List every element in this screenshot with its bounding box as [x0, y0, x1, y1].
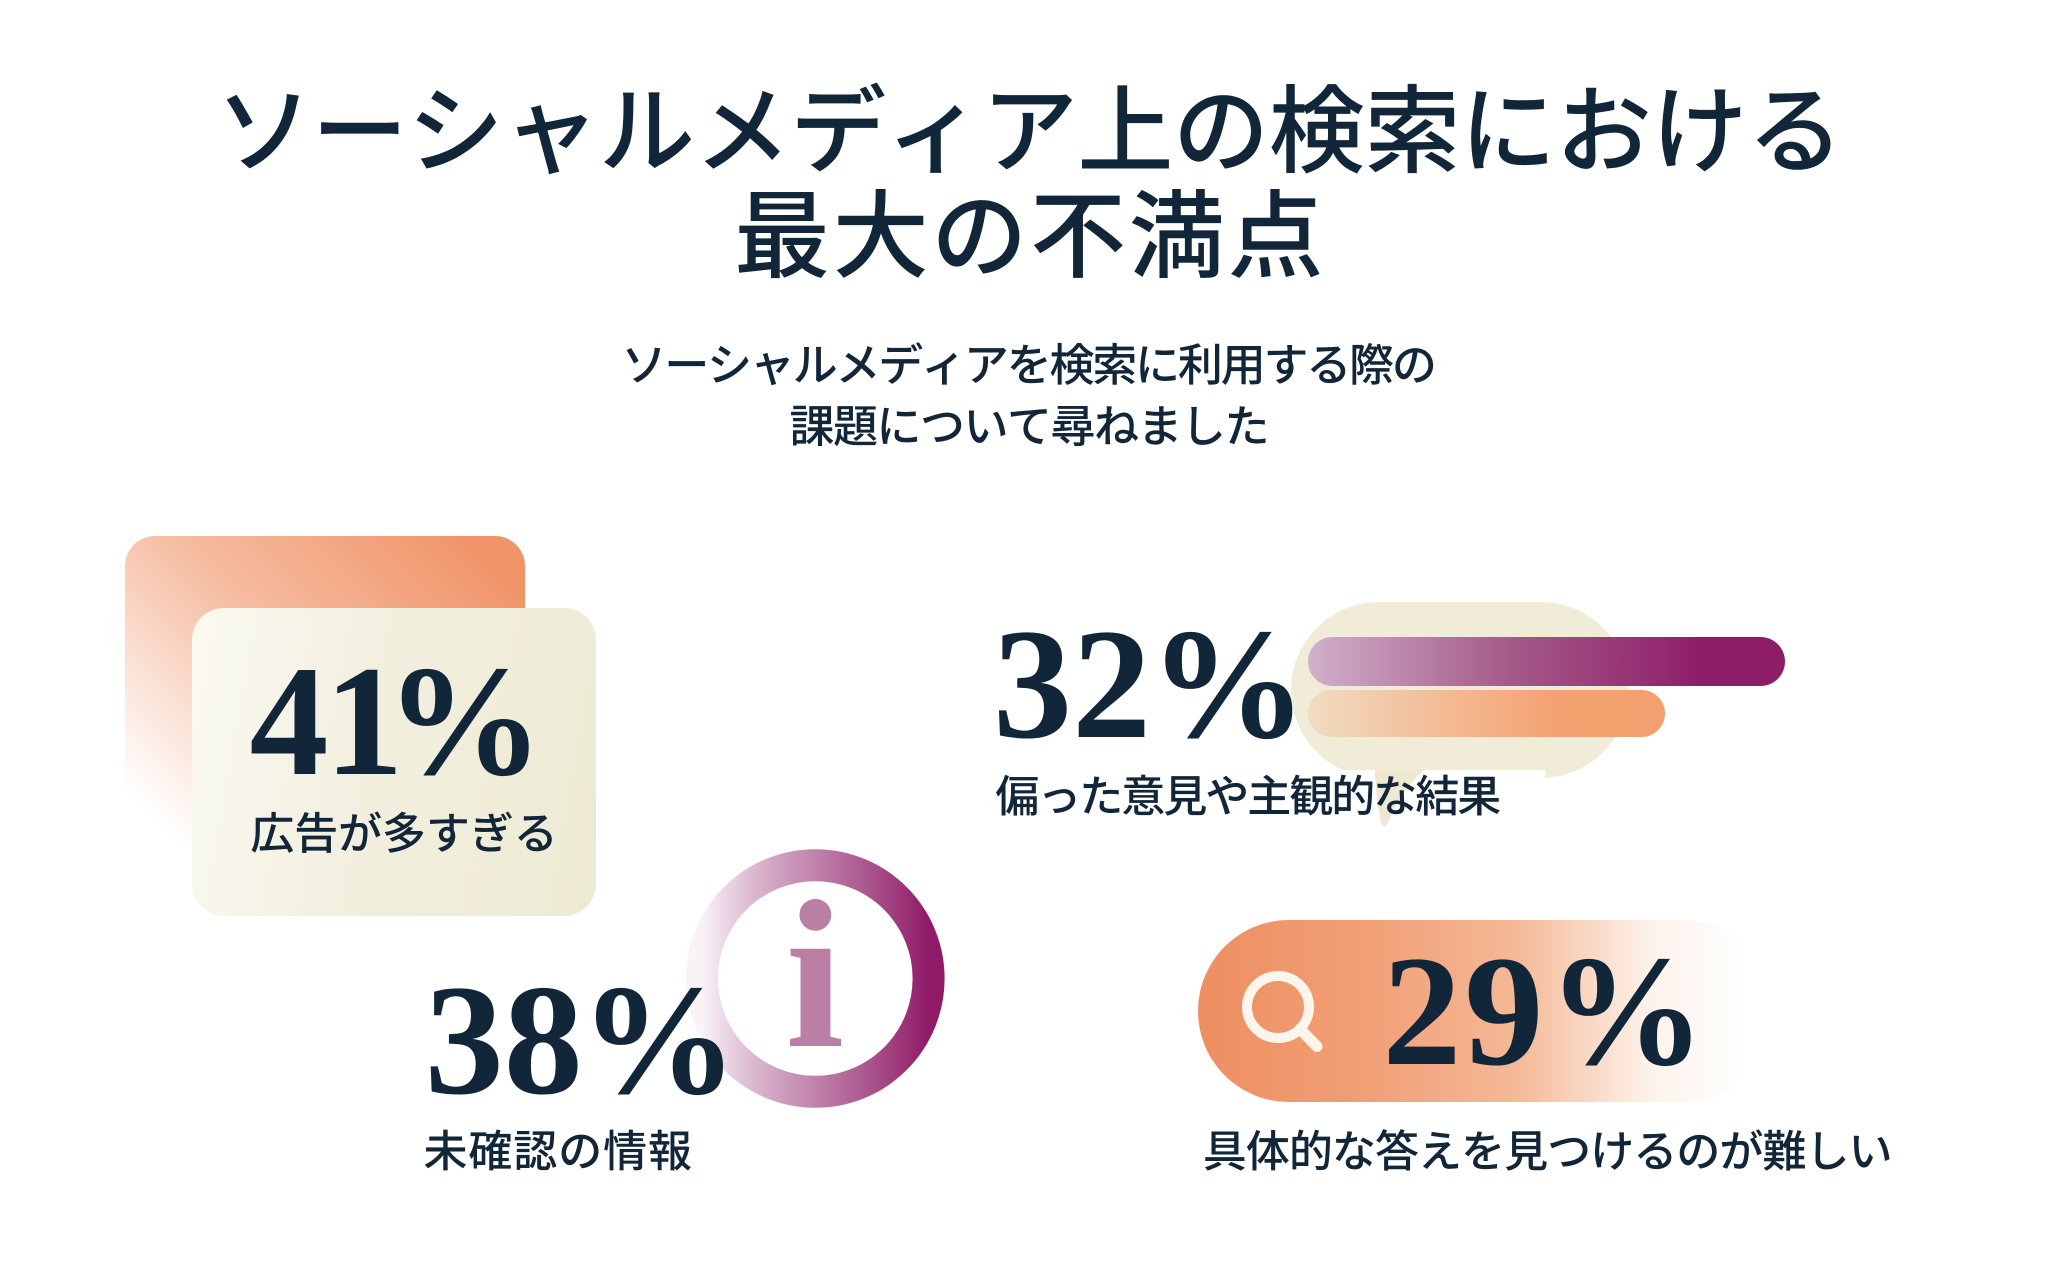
svg-text:32%: 32%: [993, 597, 1307, 772]
svg-text:41%: 41%: [250, 634, 544, 809]
svg-text:29%: 29%: [1382, 924, 1705, 1099]
svg-text:38%: 38%: [425, 953, 738, 1128]
